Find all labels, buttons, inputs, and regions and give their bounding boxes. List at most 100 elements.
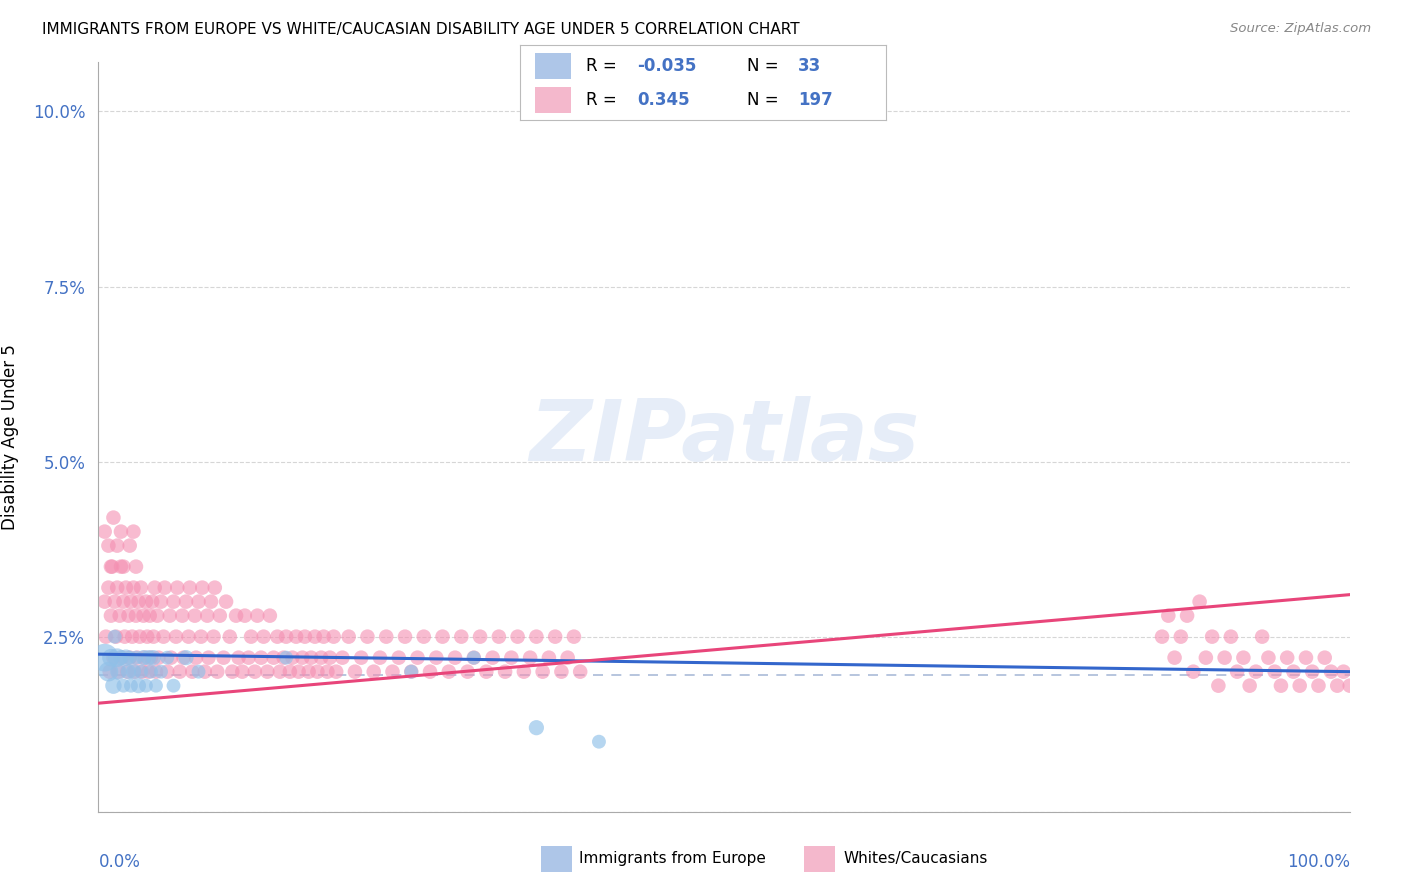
Point	[208, 608, 231, 623]
Point	[129, 581, 152, 595]
Point	[104, 630, 127, 644]
Text: R =: R =	[586, 57, 621, 75]
Point	[225, 608, 247, 623]
Point	[184, 608, 207, 623]
Point	[100, 559, 122, 574]
Point	[139, 650, 162, 665]
Point	[1288, 679, 1310, 693]
Point	[375, 630, 398, 644]
Text: IMMIGRANTS FROM EUROPE VS WHITE/CAUCASIAN DISABILITY AGE UNDER 5 CORRELATION CHA: IMMIGRANTS FROM EUROPE VS WHITE/CAUCASIA…	[42, 22, 800, 37]
Point	[114, 630, 136, 644]
Point	[103, 510, 125, 524]
Point	[1182, 665, 1205, 679]
Point	[285, 630, 308, 644]
Point	[122, 524, 145, 539]
Point	[1251, 630, 1274, 644]
Point	[218, 630, 240, 644]
Point	[174, 650, 197, 665]
Text: 197: 197	[799, 91, 832, 109]
Point	[273, 650, 295, 665]
Point	[197, 650, 219, 665]
Point	[243, 665, 266, 679]
Point	[337, 630, 360, 644]
Point	[381, 665, 404, 679]
Point	[187, 594, 209, 608]
Text: 0.0%: 0.0%	[98, 853, 141, 871]
Point	[121, 630, 143, 644]
Text: 33: 33	[799, 57, 821, 75]
Point	[142, 630, 165, 644]
Point	[406, 650, 429, 665]
Point	[153, 581, 176, 595]
Point	[115, 650, 138, 665]
Point	[191, 581, 214, 595]
Point	[343, 665, 366, 679]
Point	[122, 581, 145, 595]
Text: 0.345: 0.345	[637, 91, 690, 109]
Point	[112, 679, 135, 693]
Point	[1195, 650, 1218, 665]
Point	[233, 608, 256, 623]
Point	[1170, 630, 1192, 644]
Point	[110, 650, 132, 665]
Point	[463, 650, 485, 665]
Point	[394, 630, 416, 644]
Point	[544, 630, 567, 644]
Point	[325, 665, 347, 679]
Text: N =: N =	[747, 91, 783, 109]
Point	[1232, 650, 1254, 665]
Point	[141, 594, 163, 608]
Point	[138, 608, 160, 623]
Point	[274, 650, 298, 665]
Point	[356, 630, 378, 644]
Point	[266, 630, 288, 644]
Point	[1320, 665, 1343, 679]
Point	[238, 650, 260, 665]
Point	[1277, 650, 1299, 665]
Point	[118, 539, 141, 553]
Point	[287, 665, 309, 679]
Point	[299, 650, 322, 665]
Point	[475, 665, 498, 679]
Point	[202, 630, 225, 644]
Point	[294, 630, 316, 644]
Point	[142, 650, 165, 665]
Point	[1264, 665, 1286, 679]
Point	[93, 524, 115, 539]
Point	[501, 650, 523, 665]
Point	[101, 559, 124, 574]
Point	[550, 665, 572, 679]
Point	[166, 581, 188, 595]
Point	[1226, 665, 1249, 679]
Point	[128, 630, 150, 644]
Point	[177, 630, 200, 644]
Point	[105, 650, 128, 665]
Point	[105, 581, 128, 595]
Text: -0.035: -0.035	[637, 57, 696, 75]
Point	[127, 679, 149, 693]
Point	[1270, 679, 1292, 693]
Text: 100.0%: 100.0%	[1286, 853, 1350, 871]
Point	[138, 650, 160, 665]
Point	[388, 650, 411, 665]
Point	[494, 665, 516, 679]
Point	[112, 594, 135, 608]
Point	[181, 665, 204, 679]
Point	[1244, 665, 1267, 679]
Point	[100, 650, 122, 665]
Point	[569, 665, 592, 679]
Point	[363, 665, 385, 679]
Point	[412, 630, 434, 644]
Point	[450, 630, 472, 644]
Point	[1282, 665, 1305, 679]
Point	[537, 650, 560, 665]
Point	[557, 650, 579, 665]
Point	[184, 650, 207, 665]
Point	[304, 630, 326, 644]
Point	[148, 650, 170, 665]
Point	[481, 650, 503, 665]
Point	[135, 594, 157, 608]
Point	[1326, 679, 1348, 693]
Point	[124, 665, 146, 679]
Point	[143, 581, 166, 595]
